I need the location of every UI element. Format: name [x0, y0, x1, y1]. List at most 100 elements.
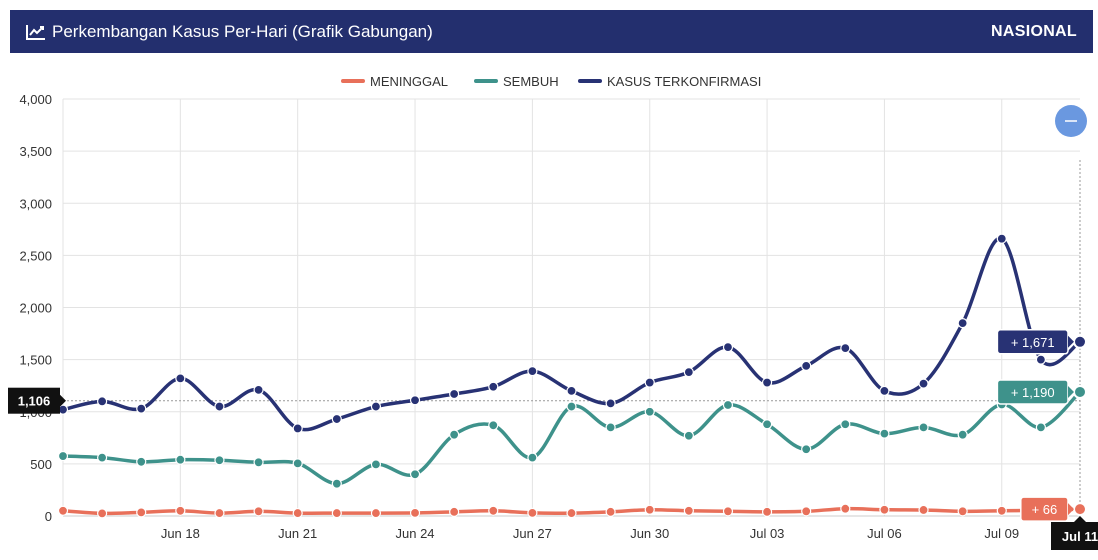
data-point-sembuh[interactable] [918, 422, 929, 433]
data-point-kasus-terkonfirmasi[interactable] [527, 365, 538, 377]
data-point-sembuh[interactable] [840, 419, 851, 430]
crosshair-x-label: Jul 11 [1051, 516, 1098, 550]
data-point-sembuh[interactable] [761, 419, 773, 430]
data-point-kasus-terkonfirmasi[interactable] [761, 377, 773, 388]
data-point-kasus-terkonfirmasi[interactable] [605, 398, 616, 409]
data-point-meninggal[interactable] [840, 503, 851, 514]
data-point-kasus-terkonfirmasi[interactable] [409, 395, 421, 406]
data-point-meninggal[interactable] [879, 504, 890, 515]
data-point-meninggal[interactable] [175, 505, 186, 516]
data-point-meninggal[interactable] [605, 506, 616, 517]
data-point-kasus-terkonfirmasi[interactable] [644, 377, 655, 388]
data-point-sembuh[interactable] [253, 457, 264, 468]
data-point-meninggal[interactable] [996, 505, 1007, 516]
data-point-meninggal[interactable] [370, 507, 382, 519]
data-point-meninggal[interactable] [136, 507, 147, 518]
data-point-meninggal[interactable] [331, 507, 342, 519]
data-point-meninggal[interactable] [644, 504, 655, 515]
data-point-kasus-terkonfirmasi[interactable] [292, 423, 303, 434]
data-point-sembuh[interactable] [527, 452, 538, 463]
data-point-sembuh[interactable] [57, 450, 69, 462]
data-point-kasus-terkonfirmasi[interactable] [97, 396, 108, 407]
data-point-kasus-terkonfirmasi[interactable] [996, 233, 1007, 244]
crosshair-y-label: 1,106 [8, 387, 66, 414]
data-point-sembuh[interactable] [409, 469, 421, 480]
data-point-sembuh[interactable] [683, 430, 694, 441]
value-badge-sembuh: + 1,190 [996, 379, 1074, 405]
data-point-meninggal[interactable] [409, 507, 421, 518]
data-point-kasus-terkonfirmasi[interactable] [449, 388, 460, 400]
chart-header: Perkembangan Kasus Per-Hari (Grafik Gabu… [10, 10, 1093, 53]
data-point-sembuh[interactable] [644, 406, 655, 417]
data-point-sembuh[interactable] [722, 399, 734, 411]
data-point-meninggal[interactable] [761, 506, 773, 517]
data-point-kasus-terkonfirmasi[interactable] [488, 381, 499, 392]
data-point-kasus-terkonfirmasi[interactable] [1035, 354, 1046, 365]
x-tick-label: Jun 21 [278, 526, 317, 541]
data-point-sembuh[interactable] [214, 455, 225, 466]
data-point-meninggal[interactable] [253, 506, 264, 517]
x-tick-label: Jun 30 [630, 526, 669, 541]
data-point-sembuh[interactable] [488, 420, 499, 431]
data-point-kasus-terkonfirmasi[interactable] [918, 378, 929, 389]
data-point-kasus-terkonfirmasi[interactable] [253, 384, 264, 395]
data-point-kasus-terkonfirmasi[interactable] [1073, 334, 1087, 349]
data-point-kasus-terkonfirmasi[interactable] [331, 413, 342, 425]
y-tick-label: 2,000 [19, 301, 52, 316]
data-point-sembuh[interactable] [292, 458, 303, 469]
scope-label[interactable]: NASIONAL [991, 22, 1077, 40]
y-tick-label: 500 [30, 457, 52, 472]
data-point-sembuh[interactable] [331, 478, 342, 489]
data-point-sembuh[interactable] [1073, 384, 1087, 399]
data-point-sembuh[interactable] [801, 444, 812, 455]
data-point-meninggal[interactable] [566, 507, 577, 519]
data-point-kasus-terkonfirmasi[interactable] [840, 343, 851, 354]
data-point-sembuh[interactable] [566, 401, 577, 412]
data-point-kasus-terkonfirmasi[interactable] [566, 385, 577, 396]
data-point-kasus-terkonfirmasi[interactable] [370, 401, 382, 412]
data-point-meninggal[interactable] [1073, 502, 1087, 517]
data-point-sembuh[interactable] [957, 429, 968, 440]
data-point-sembuh[interactable] [605, 422, 616, 433]
data-point-meninggal[interactable] [214, 507, 225, 519]
data-point-meninggal[interactable] [292, 507, 303, 519]
crosshair-x-value: Jul 11 [1062, 529, 1098, 544]
zoom-out-button[interactable] [1055, 105, 1087, 137]
data-point-kasus-terkonfirmasi[interactable] [879, 385, 890, 396]
data-point-kasus-terkonfirmasi[interactable] [214, 401, 225, 412]
data-point-sembuh[interactable] [449, 429, 460, 440]
data-point-kasus-terkonfirmasi[interactable] [175, 373, 186, 384]
data-point-sembuh[interactable] [136, 456, 147, 467]
data-point-meninggal[interactable] [801, 506, 812, 517]
data-point-kasus-terkonfirmasi[interactable] [957, 318, 968, 329]
y-tick-label: 3,500 [19, 144, 52, 159]
x-tick-label: Jul 03 [750, 526, 785, 541]
crosshair-x-box [1051, 522, 1098, 550]
data-point-sembuh[interactable] [879, 428, 890, 439]
y-tick-label: 4,000 [19, 92, 52, 107]
data-point-meninggal[interactable] [957, 506, 968, 517]
data-point-meninggal[interactable] [918, 504, 929, 516]
data-point-kasus-terkonfirmasi[interactable] [136, 403, 147, 414]
data-point-meninggal[interactable] [683, 505, 694, 516]
data-point-meninggal[interactable] [449, 506, 460, 517]
data-point-meninggal[interactable] [488, 505, 499, 516]
data-point-sembuh[interactable] [370, 459, 382, 470]
data-point-meninggal[interactable] [722, 506, 734, 517]
data-point-meninggal[interactable] [57, 505, 69, 516]
data-point-sembuh[interactable] [97, 452, 108, 463]
data-point-sembuh[interactable] [1035, 422, 1046, 433]
data-point-sembuh[interactable] [175, 454, 186, 465]
x-tick-label: Jul 06 [867, 526, 902, 541]
legend-item-sembuh[interactable]: SEMBUH [474, 74, 559, 89]
legend-item-meninggal[interactable]: MENINGGAL [341, 74, 448, 89]
data-point-meninggal[interactable] [97, 508, 108, 519]
data-point-kasus-terkonfirmasi[interactable] [722, 342, 734, 353]
badge-value: + 1,671 [1011, 335, 1055, 350]
legend-item-kasus-terkonfirmasi[interactable]: KASUS TERKONFIRMASI [578, 74, 761, 89]
crosshair-x-pointer [1074, 516, 1086, 522]
data-point-kasus-terkonfirmasi[interactable] [683, 367, 694, 378]
data-point-kasus-terkonfirmasi[interactable] [801, 360, 812, 371]
data-point-meninggal[interactable] [527, 507, 538, 518]
x-tick-label: Jun 27 [513, 526, 552, 541]
